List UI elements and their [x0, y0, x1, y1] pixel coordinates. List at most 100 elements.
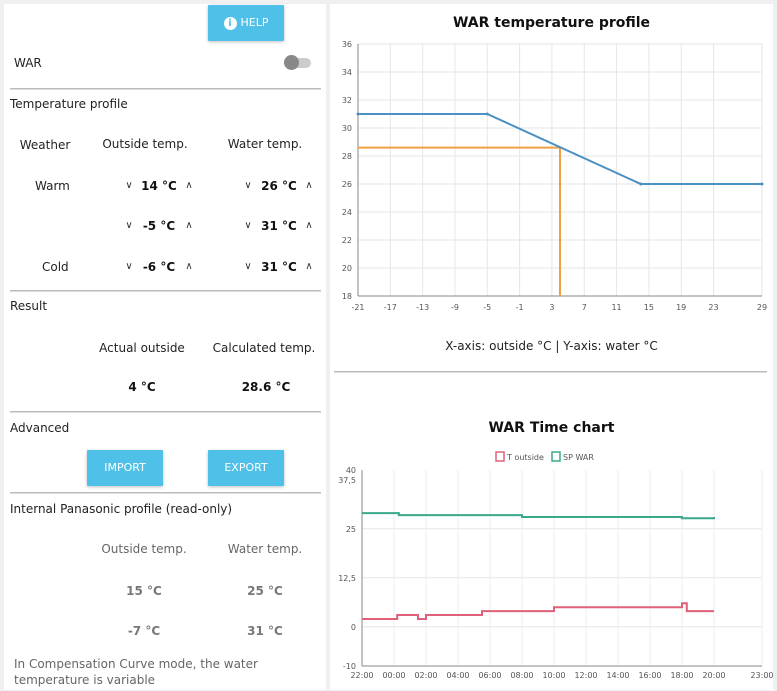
chevron-down-icon[interactable]: ∨: [244, 261, 252, 272]
legend-label: SP WAR: [563, 453, 594, 462]
actual-outside-value: 4 °C: [128, 380, 156, 394]
curve-point: [639, 182, 643, 186]
y-tick-label: -10: [343, 662, 356, 671]
internal-outside-header: Outside temp.: [101, 542, 187, 556]
help-button[interactable]: i HELP: [208, 5, 284, 41]
y-tick-label: 26: [342, 180, 352, 189]
outside-temp-value: 14 °C: [141, 179, 177, 193]
legend-label: T outside: [506, 453, 544, 462]
y-tick-label: 18: [342, 292, 352, 301]
chevron-up-icon[interactable]: ∧: [305, 220, 313, 231]
y-tick-label: 20: [342, 264, 352, 273]
row-label-cold: Cold: [42, 260, 69, 274]
chevron-up-icon[interactable]: ∧: [305, 261, 313, 272]
calculated-temp-label: Calculated temp.: [212, 341, 316, 355]
war-toggle[interactable]: [284, 55, 311, 70]
internal-profile-title: Internal Panasonic profile (read-only): [10, 502, 233, 516]
export-button[interactable]: EXPORT: [208, 450, 284, 486]
chevron-up-icon[interactable]: ∧: [185, 180, 193, 191]
outside-temp-value: -5 °C: [142, 219, 176, 233]
divider: [334, 371, 767, 373]
y-tick-label: 25: [346, 525, 356, 534]
x-tick-label: 02:00: [414, 671, 437, 680]
y-tick-label: 40: [346, 466, 356, 475]
y-tick-label: 36: [342, 40, 352, 49]
series-line: [362, 512, 715, 520]
outside-temp-value: -6 °C: [142, 260, 176, 274]
time-chart: T outside SP WAR -10 0 12,5 25 37,540 22:00 00:0…: [338, 451, 773, 680]
x-tick-label: 00:00: [382, 671, 405, 680]
x-tick-label: -21: [351, 303, 364, 312]
x-tick-label: 11: [611, 303, 621, 312]
water-temp-header: Water temp.: [227, 137, 303, 151]
divider: [10, 411, 321, 413]
x-tick-label: 10:00: [542, 671, 565, 680]
actual-outside-label: Actual outside: [99, 341, 185, 355]
help-label: HELP: [240, 16, 269, 29]
chevron-up-icon[interactable]: ∧: [305, 180, 313, 191]
divider: [10, 290, 321, 292]
chevron-down-icon[interactable]: ∨: [125, 220, 133, 231]
divider: [10, 492, 321, 494]
x-tick-label: 22:00: [350, 671, 373, 680]
y-tick-label: 12,5: [338, 574, 356, 583]
internal-outside-value: 15 °C: [126, 584, 162, 598]
row-label-warm: Warm: [35, 179, 70, 193]
outside-temp-header: Outside temp.: [102, 137, 188, 151]
settings-panel: i HELP WAR Temperature profile Weather Ou…: [4, 4, 326, 690]
divider: [10, 88, 321, 90]
profile-chart-title: WAR temperature profile: [452, 15, 651, 31]
x-tick-label: -9: [451, 303, 459, 312]
chevron-down-icon[interactable]: ∨: [244, 220, 252, 231]
series-line: [362, 602, 714, 620]
internal-water-header: Water temp.: [227, 542, 303, 556]
y-tick-label: 32: [342, 96, 352, 105]
actual-temp-marker: [358, 146, 561, 296]
y-tick-label: 22: [342, 236, 352, 245]
weather-header: Weather: [19, 138, 71, 152]
x-tick-label: 29: [757, 303, 767, 312]
x-tick-label: 23: [708, 303, 718, 312]
x-tick-label: 12:00: [574, 671, 597, 680]
import-button[interactable]: IMPORT: [87, 450, 163, 486]
curve-point: [485, 112, 489, 116]
curve-point: [356, 112, 360, 116]
curve-point: [760, 182, 764, 186]
import-label: IMPORT: [104, 461, 146, 474]
internal-water-value: 25 °C: [247, 584, 283, 598]
legend-swatch: [495, 451, 505, 462]
export-label: EXPORT: [224, 461, 268, 474]
x-tick-label: 16:00: [638, 671, 661, 680]
legend-swatch: [551, 451, 561, 462]
x-tick-label: 08:00: [510, 671, 533, 680]
calculated-temp-value: 28.6 °C: [241, 380, 291, 394]
chevron-down-icon[interactable]: ∨: [244, 180, 252, 191]
x-tick-label: -13: [416, 303, 429, 312]
charts-panel: WAR temperature profile 18 20 22 24 26 28 30 32…: [330, 4, 773, 690]
profile-curve: [358, 113, 762, 185]
info-icon: i: [223, 16, 237, 30]
chevron-up-icon[interactable]: ∧: [185, 220, 193, 231]
water-temp-value: 31 °C: [261, 260, 297, 274]
chevron-down-icon[interactable]: ∨: [125, 180, 133, 191]
x-tick-label: -1: [516, 303, 524, 312]
x-tick-label: 18:00: [670, 671, 693, 680]
chevron-down-icon[interactable]: ∨: [125, 261, 133, 272]
chevron-up-icon[interactable]: ∧: [185, 261, 193, 272]
internal-outside-value: -7 °C: [127, 624, 161, 638]
temperature-profile-title: Temperature profile: [10, 97, 128, 111]
x-tick-label: 20:00: [702, 671, 725, 680]
profile-chart-caption: X-axis: outside °C | Y-axis: water °C: [445, 339, 658, 353]
x-tick-label: 14:00: [606, 671, 629, 680]
toggle-knob: [284, 55, 299, 70]
x-tick-label: -5: [483, 303, 491, 312]
war-label: WAR: [14, 56, 42, 70]
y-tick-label: 37,5: [338, 476, 356, 485]
x-tick-label: 06:00: [478, 671, 501, 680]
y-tick-label: 30: [342, 124, 352, 133]
advanced-title: Advanced: [10, 421, 70, 435]
x-tick-label: 7: [582, 303, 587, 312]
result-title: Result: [10, 299, 48, 313]
y-tick-label: 24: [342, 208, 352, 217]
y-tick-label: 0: [351, 623, 356, 632]
